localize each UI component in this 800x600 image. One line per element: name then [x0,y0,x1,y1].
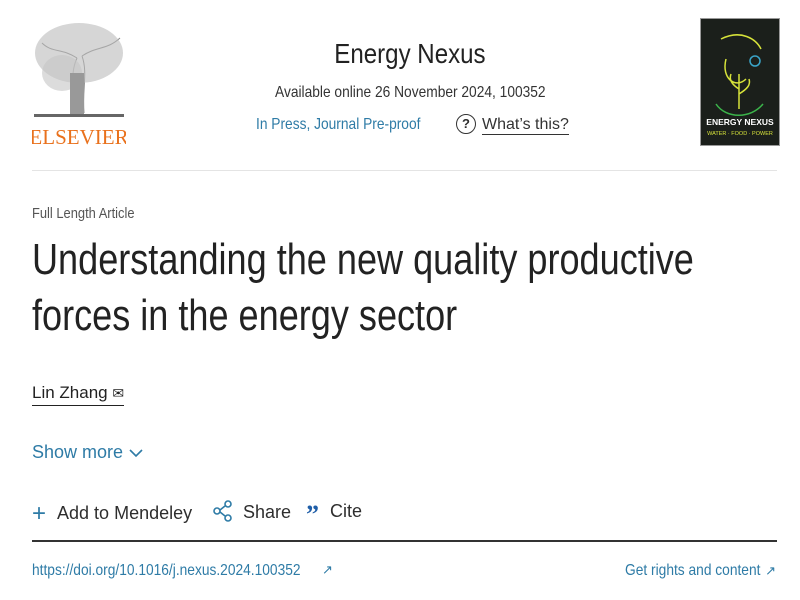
cite-button[interactable]: ” Cite [306,500,363,529]
status-link[interactable]: In Press, Journal Pre-proof [256,116,421,133]
author-link[interactable]: Lin Zhang ✉ [32,383,125,406]
svg-text:ELSEVIER: ELSEVIER [32,125,126,148]
svg-text:ENERGY NEXUS: ENERGY NEXUS [706,117,774,127]
external-link-icon: ↗ [765,563,776,578]
article-type: Full Length Article [32,205,135,222]
journal-title[interactable]: Energy Nexus [334,38,486,69]
availability-info: Available online 26 November 2024, 10035… [274,84,546,101]
whats-this-link[interactable]: What’s this? [482,116,569,135]
journal-cover[interactable]: ENERGY NEXUS WATER · FOOD · POWER [700,18,780,146]
show-more-button[interactable]: Show more [32,442,144,463]
article-title: Understanding the new quality productive… [32,235,694,340]
plus-icon: + [32,500,47,527]
divider [32,540,777,542]
get-rights-link[interactable]: Get rights and content ↗ [625,562,776,579]
add-to-mendeley-button[interactable]: + Add to Mendeley [32,500,193,527]
doi-link[interactable]: https://doi.org/10.1016/j.nexus.2024.100… [32,562,333,579]
chevron-down-icon [128,442,144,462]
share-button[interactable]: Share [212,500,291,523]
question-circle-icon[interactable]: ? [456,114,476,134]
elsevier-logo[interactable]: ELSEVIER [29,18,129,149]
share-icon [212,500,234,522]
divider [32,170,777,171]
quote-icon: ” [306,500,319,529]
external-link-icon: ↗ [322,562,333,577]
envelope-icon: ✉ [112,385,125,401]
svg-text:WATER · FOOD · POWER: WATER · FOOD · POWER [707,131,773,137]
